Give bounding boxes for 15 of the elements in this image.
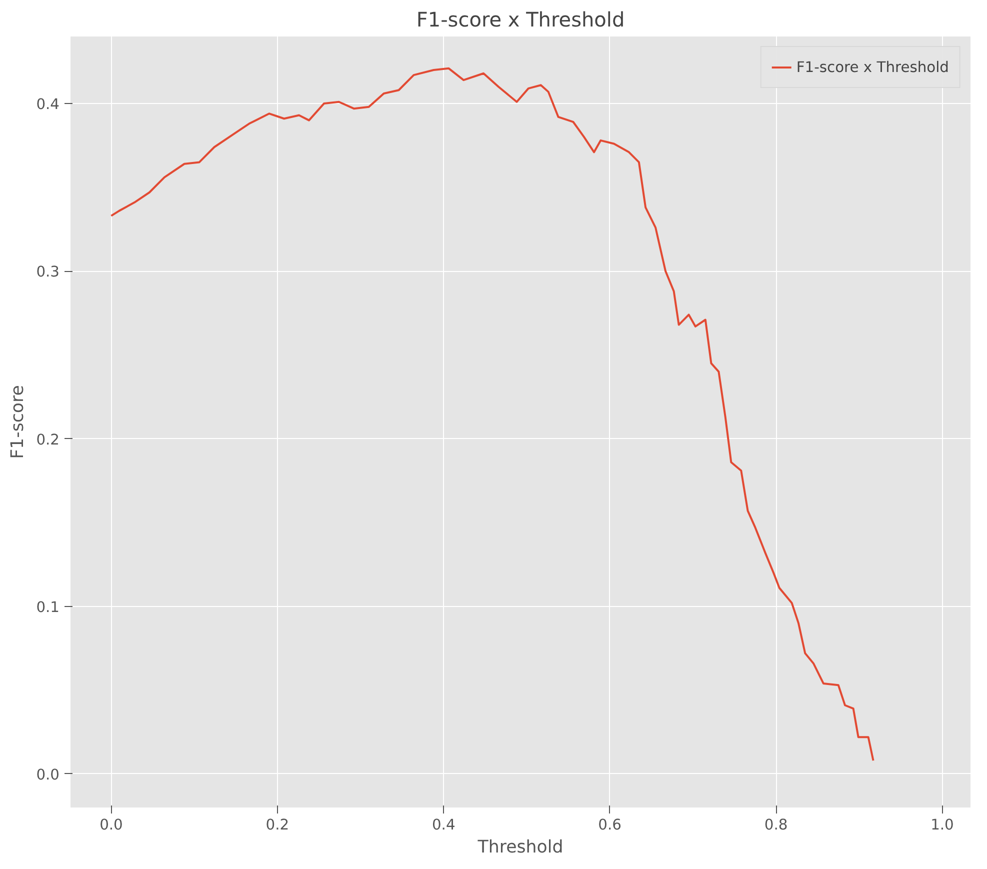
chart-title: F1-score x Threshold <box>416 8 625 32</box>
x-tick-label: 1.0 <box>930 816 954 834</box>
y-tick-label: 0.0 <box>36 766 60 784</box>
x-axis-title: Threshold <box>476 838 564 858</box>
y-tick-label: 0.2 <box>36 431 60 448</box>
x-tick-label: 0.8 <box>764 816 788 834</box>
x-tick-label: 0.6 <box>598 816 622 834</box>
x-tick-label: 0.0 <box>100 816 123 834</box>
y-tick-label: 0.3 <box>36 264 60 281</box>
x-tick-label: 0.4 <box>432 816 456 834</box>
x-tick-label: 0.2 <box>266 816 290 834</box>
y-axis-title: F1-score <box>8 385 28 459</box>
y-tick-label: 0.1 <box>36 598 60 616</box>
y-tick-label: 0.4 <box>36 96 60 114</box>
legend-label: F1-score x Threshold <box>796 58 949 76</box>
